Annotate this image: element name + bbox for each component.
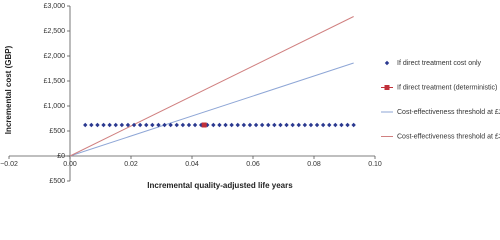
scatter-point	[284, 122, 289, 128]
scatter-point	[201, 122, 207, 128]
scatter-point	[333, 122, 338, 128]
y-tick-label: £0	[57, 153, 65, 160]
y-tick-label: £1,000	[44, 103, 66, 110]
scatter-point	[266, 122, 271, 128]
x-axis-title: Incremental quality-adjusted life years	[147, 181, 293, 190]
scatter-point	[241, 122, 247, 128]
scatter-point	[290, 122, 295, 128]
y-tick-label: £500	[49, 178, 65, 185]
scatter-point	[229, 122, 234, 128]
threshold-line	[69, 16, 354, 157]
legend-label: Cost-effectiveness threshold at £30,000	[397, 133, 500, 140]
legend-swatch	[384, 60, 390, 66]
scatter-point	[186, 122, 192, 128]
scatter-point	[272, 122, 277, 128]
scatter-point	[113, 122, 118, 128]
scatter-point	[119, 122, 125, 128]
y-tick-label: £3,000	[44, 3, 66, 10]
x-tick-label: −0.02	[0, 161, 18, 168]
x-tick-label: 0.02	[124, 161, 138, 168]
x-tick-label: 0.06	[246, 161, 260, 168]
scatter-point	[131, 122, 137, 128]
y-tick-label: £500	[49, 128, 65, 135]
scatter-point	[308, 122, 314, 128]
scatter-point	[156, 122, 161, 128]
scatter-point	[192, 122, 198, 128]
scatter-point	[296, 122, 301, 128]
chart: Incremental quality-adjusted life years …	[0, 3, 500, 190]
scatter-point	[320, 122, 326, 128]
y-tick-label: £2,500	[44, 28, 66, 35]
scatter-point	[205, 122, 210, 128]
scatter-point	[314, 122, 320, 128]
scatter-point	[174, 122, 179, 128]
scatter-point	[253, 122, 259, 128]
scatter-point	[101, 122, 106, 128]
x-tick-label: 0.10	[368, 161, 382, 168]
scatter-point	[150, 122, 155, 128]
scatter-point	[327, 122, 332, 128]
scatter-point	[137, 122, 143, 128]
scatter-point	[95, 122, 100, 128]
scatter-point	[235, 122, 240, 128]
scatter-point	[351, 122, 356, 128]
x-tick-label: 0.08	[307, 161, 321, 168]
x-tick-label: 0.04	[185, 161, 199, 168]
scatter-point	[162, 122, 167, 128]
scatter-point	[247, 122, 253, 128]
scatter-point	[168, 122, 173, 128]
y-tick-label: £2,000	[44, 53, 66, 60]
legend-label: Cost-effectiveness threshold at £20,000	[397, 109, 500, 116]
legend-swatch	[384, 85, 390, 90]
scatter-point	[302, 122, 308, 128]
x-tick-label: 0.00	[63, 161, 77, 168]
scatter-point	[278, 122, 283, 128]
scatter-point	[144, 122, 149, 128]
y-tick-label: £1,500	[44, 78, 66, 85]
scatter-point	[125, 122, 131, 128]
scatter-point	[217, 122, 222, 128]
y-axis-title: Incremental cost (GBP)	[4, 45, 13, 134]
legend-label: If direct treatment (deterministic)	[397, 84, 497, 91]
legend-label: If direct treatment cost only	[397, 60, 482, 67]
scatter-point	[259, 122, 265, 128]
scatter-point	[211, 122, 216, 128]
scatter-point	[107, 122, 112, 128]
scatter-point	[180, 122, 186, 128]
scatter-point	[89, 122, 94, 128]
scatter-point	[223, 122, 228, 128]
scatter-point	[345, 122, 350, 128]
scatter-point	[339, 122, 344, 128]
scatter-point	[83, 122, 88, 128]
threshold-line	[69, 62, 354, 157]
